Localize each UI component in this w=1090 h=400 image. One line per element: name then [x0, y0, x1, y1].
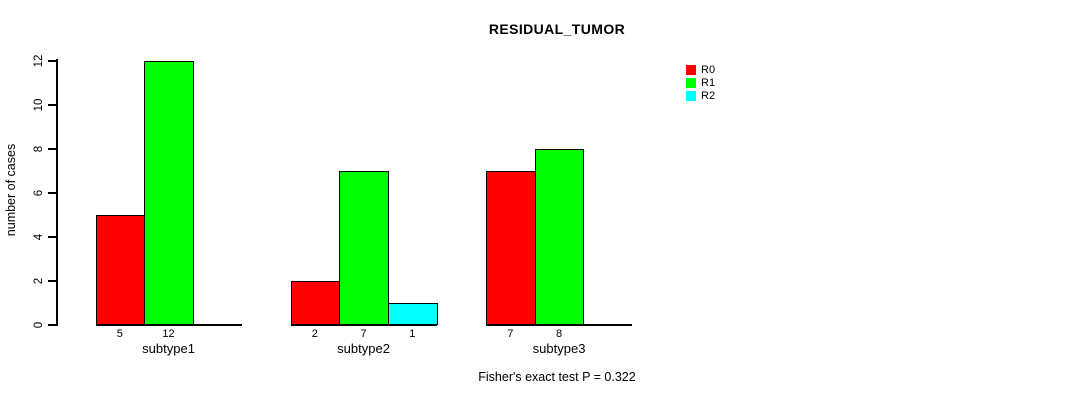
legend-label: R0 [701, 64, 716, 76]
legend-label: R1 [701, 77, 716, 89]
y-axis-tick [48, 148, 56, 150]
bar-value-label: 1 [409, 327, 416, 340]
bar-value-label: 2 [311, 327, 318, 340]
x-category-label: subtype2 [337, 341, 390, 356]
y-tick-label: 2 [33, 277, 45, 285]
y-axis-tick [48, 324, 56, 326]
legend-item: R1 [686, 77, 716, 89]
bar [95, 215, 146, 325]
y-axis-tick [48, 192, 56, 194]
bar [290, 281, 341, 325]
legend-item: R0 [686, 64, 716, 76]
legend-label: R2 [701, 90, 716, 102]
y-axis-tick [48, 60, 56, 62]
bar [534, 149, 585, 325]
y-tick-label: 6 [33, 189, 45, 197]
bar [387, 303, 438, 325]
x-category-label: subtype1 [142, 341, 195, 356]
legend-swatch-icon [686, 78, 696, 88]
legend-item: R2 [686, 90, 716, 102]
bar-value-label: 5 [116, 327, 123, 340]
legend-swatch-icon [686, 65, 696, 75]
y-axis-tick [48, 104, 56, 106]
legend-swatch-icon [686, 91, 696, 101]
legend: R0 R1 R2 [686, 65, 715, 104]
bar [486, 171, 536, 325]
y-axis-line [56, 59, 58, 326]
y-tick-label: 10 [33, 98, 45, 112]
y-tick-label: 12 [33, 54, 45, 68]
y-tick-label: 4 [33, 233, 45, 241]
bar [144, 61, 194, 325]
y-tick-label: 0 [33, 321, 45, 329]
bar-value-label: 12 [162, 327, 175, 340]
bar [339, 171, 389, 325]
bar-value-label: 7 [360, 327, 367, 340]
chart-title: RESIDUAL_TUMOR [488, 21, 626, 37]
y-axis-tick [48, 280, 56, 282]
annotation-text: Fisher's exact test P = 0.322 [478, 370, 636, 384]
bar-value-label: 7 [507, 327, 514, 340]
y-tick-label: 8 [33, 145, 45, 153]
bar-value-label: 8 [555, 327, 563, 340]
x-category-label: subtype3 [532, 341, 586, 356]
y-axis-tick [48, 236, 56, 238]
